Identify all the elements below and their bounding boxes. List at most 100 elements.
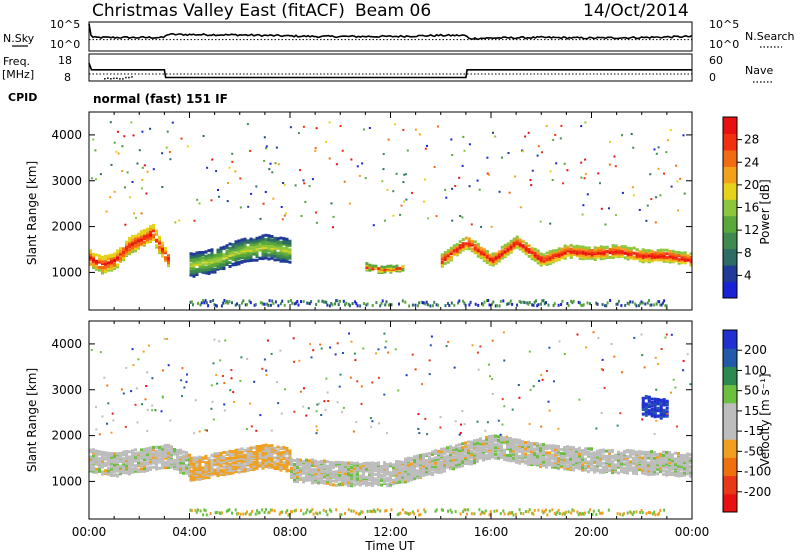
heatmap-cell (395, 463, 398, 466)
heatmap-cell (362, 462, 365, 465)
heatmap-cell (639, 209, 641, 211)
heatmap-cell (335, 477, 338, 480)
heatmap-cell (555, 259, 558, 262)
heatmap-cell (284, 304, 286, 307)
heatmap-cell (309, 185, 311, 187)
heatmap-cell (459, 215, 461, 217)
heatmap-cell (437, 304, 439, 307)
heatmap-cell (587, 451, 590, 454)
colorbar-segment (723, 265, 737, 282)
heatmap-cell (587, 470, 590, 473)
heatmap-cell (651, 408, 654, 411)
heatmap-cell (356, 478, 359, 481)
heatmap-cell (155, 446, 158, 449)
heatmap-cell (636, 252, 639, 255)
heatmap-cell (113, 473, 116, 476)
heatmap-cell (644, 472, 647, 475)
heatmap-cell (271, 444, 274, 447)
heatmap-cell (674, 452, 677, 455)
heatmap-cell (144, 164, 146, 166)
heatmap-cell (131, 235, 134, 238)
heatmap-cell (485, 509, 487, 512)
heatmap-cell (405, 199, 407, 201)
heatmap-cell (268, 444, 271, 447)
heatmap-cell (588, 250, 591, 253)
heatmap-cell (113, 458, 116, 461)
heatmap-cell (196, 464, 199, 467)
heatmap-cell (276, 147, 278, 149)
nsearch-label: N.Search (745, 30, 795, 43)
heatmap-cell (486, 157, 488, 159)
heatmap-cell (648, 409, 651, 412)
heatmap-cell (401, 461, 404, 464)
heatmap-cell (638, 450, 641, 453)
heatmap-cell (288, 300, 290, 303)
heatmap-cell (140, 452, 143, 455)
heatmap-cell (419, 454, 422, 457)
heatmap-cell (565, 511, 567, 514)
heatmap-cell (356, 462, 359, 465)
heatmap-cell (597, 247, 600, 250)
heatmap-cell (496, 304, 498, 307)
heatmap-cell (540, 303, 542, 306)
heatmap-cell (302, 467, 305, 470)
heatmap-cell (480, 226, 482, 228)
heatmap-cell (223, 455, 226, 458)
heatmap-cell (590, 467, 593, 470)
heatmap-cell (152, 229, 155, 232)
heatmap-cell (211, 251, 214, 254)
heatmap-cell (392, 215, 394, 217)
heatmap-cell (633, 511, 635, 514)
heatmap-cell (345, 302, 347, 305)
heatmap-cell (398, 267, 401, 270)
heatmap-cell (663, 249, 666, 252)
heatmap-cell (563, 446, 566, 449)
heatmap-cell (431, 458, 434, 461)
heatmap-cell (116, 474, 119, 477)
heatmap-cell (232, 456, 235, 459)
heatmap-cell (414, 304, 416, 307)
freq-tick-top: 18 (58, 54, 72, 67)
heatmap-cell (671, 186, 673, 188)
heatmap-cell (392, 265, 395, 268)
heatmap-cell (519, 508, 521, 511)
heatmap-cell (237, 512, 239, 515)
heatmap-cell (589, 508, 591, 511)
noise-right-tick-bottom: 10^0 (709, 38, 739, 51)
heatmap-cell (398, 460, 401, 463)
heatmap-cell (477, 304, 479, 307)
heatmap-cell (326, 469, 329, 472)
heatmap-cell (410, 462, 413, 465)
heatmap-cell (128, 455, 131, 458)
heatmap-cell (380, 465, 383, 468)
heatmap-cell (286, 238, 289, 241)
heatmap-cell (677, 210, 679, 212)
heatmap-cell (128, 473, 131, 476)
heatmap-cell (101, 266, 104, 269)
heatmap-cell (238, 239, 241, 242)
heatmap-cell (436, 215, 438, 217)
heatmap-cell (350, 510, 352, 513)
heatmap-cell (590, 452, 593, 455)
heatmap-cell (578, 453, 581, 456)
heatmap-cell (149, 231, 152, 234)
heatmap-cell (107, 452, 110, 455)
heatmap-cell (187, 145, 189, 147)
heatmap-cell (469, 143, 471, 145)
heatmap-cell (205, 461, 208, 464)
heatmap-cell (335, 461, 338, 464)
heatmap-cell (386, 300, 388, 303)
heatmap-cell (668, 451, 671, 454)
heatmap-cell (424, 418, 426, 420)
heatmap-cell (642, 400, 645, 403)
heatmap-cell (207, 304, 209, 307)
heatmap-cell (446, 455, 449, 458)
heatmap-cell (262, 458, 265, 461)
heatmap-cell (305, 471, 308, 474)
heatmap-cell (235, 466, 238, 469)
heatmap-cell (143, 448, 146, 451)
heatmap-cell (584, 464, 587, 467)
heatmap-cell (446, 466, 449, 469)
heatmap-cell (316, 512, 318, 515)
